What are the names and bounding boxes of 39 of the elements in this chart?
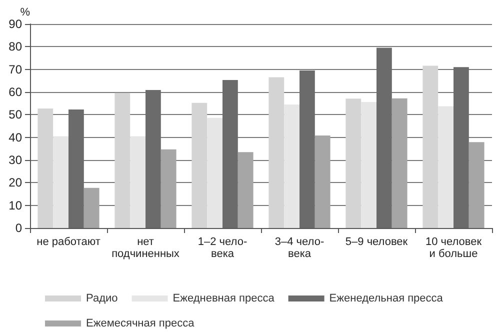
bar: [114, 92, 130, 228]
bar: [346, 98, 362, 228]
legend-label: Радио: [86, 292, 118, 304]
x-tick-label: не работают: [36, 236, 100, 248]
bar: [130, 136, 146, 228]
bar: [38, 108, 54, 228]
y-tick-label: 70: [8, 62, 22, 76]
y-tick-label: 60: [8, 85, 22, 99]
y-tick-label: 0: [15, 221, 22, 235]
y-tick-label: 50: [8, 108, 22, 122]
bar: [84, 188, 100, 228]
y-tick-label: 10: [8, 198, 22, 212]
bar: [314, 136, 330, 228]
legend-label: Ежедневная пресса: [172, 292, 276, 304]
x-tick-label: 3–4 чело- века: [274, 236, 324, 260]
y-tick-label: 20: [8, 176, 22, 190]
y-axis-title: %: [20, 6, 30, 18]
bar: [192, 102, 208, 228]
bar: [284, 104, 300, 228]
bar: [468, 142, 484, 228]
bar: [422, 66, 438, 228]
y-tick-label: 40: [8, 130, 22, 144]
x-tick-label: 5–9 человек: [345, 236, 408, 248]
bar: [238, 152, 254, 228]
y-tick-label: 80: [8, 40, 22, 54]
x-tick-label: нет подчиненных: [112, 236, 180, 260]
legend-label: Еженедельная пресса: [329, 292, 444, 304]
bar: [438, 106, 454, 228]
bar: [207, 118, 222, 228]
bar: [392, 98, 408, 228]
bar: [53, 136, 68, 228]
legend-label: Ежемесячная пресса: [86, 318, 196, 330]
x-tick-label: 1–2 чело- века: [198, 236, 248, 260]
x-tick-label: 10 человек и больше: [425, 236, 482, 260]
y-tick-label: 30: [8, 153, 22, 167]
bar: [160, 149, 176, 228]
bar: [361, 102, 376, 228]
y-tick-label: 90: [8, 17, 22, 31]
bar: [268, 77, 284, 228]
